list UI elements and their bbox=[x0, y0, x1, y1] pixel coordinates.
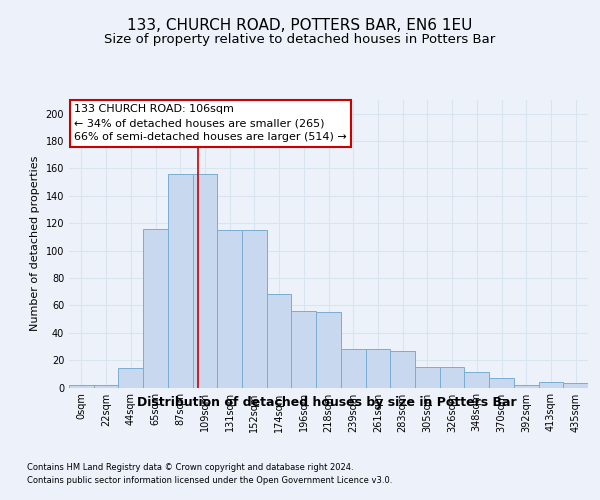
Text: Distribution of detached houses by size in Potters Bar: Distribution of detached houses by size … bbox=[137, 396, 517, 409]
Bar bbox=[242, 230, 267, 388]
Bar bbox=[143, 228, 168, 388]
Bar bbox=[292, 311, 316, 388]
Bar bbox=[440, 367, 464, 388]
Bar bbox=[341, 349, 365, 388]
Bar bbox=[563, 384, 588, 388]
Bar bbox=[365, 349, 390, 388]
Bar bbox=[168, 174, 193, 388]
Text: Contains public sector information licensed under the Open Government Licence v3: Contains public sector information licen… bbox=[27, 476, 392, 485]
Bar bbox=[69, 385, 94, 388]
Bar bbox=[193, 174, 217, 388]
Text: Contains HM Land Registry data © Crown copyright and database right 2024.: Contains HM Land Registry data © Crown c… bbox=[27, 462, 353, 471]
Bar bbox=[489, 378, 514, 388]
Bar bbox=[217, 230, 242, 388]
Bar bbox=[267, 294, 292, 388]
Text: 133 CHURCH ROAD: 106sqm
← 34% of detached houses are smaller (265)
66% of semi-d: 133 CHURCH ROAD: 106sqm ← 34% of detache… bbox=[74, 104, 347, 142]
Bar bbox=[118, 368, 143, 388]
Bar bbox=[390, 350, 415, 388]
Y-axis label: Number of detached properties: Number of detached properties bbox=[30, 156, 40, 332]
Bar bbox=[464, 372, 489, 388]
Bar bbox=[94, 385, 118, 388]
Bar bbox=[415, 367, 440, 388]
Bar bbox=[539, 382, 563, 388]
Text: Size of property relative to detached houses in Potters Bar: Size of property relative to detached ho… bbox=[104, 32, 496, 46]
Text: 133, CHURCH ROAD, POTTERS BAR, EN6 1EU: 133, CHURCH ROAD, POTTERS BAR, EN6 1EU bbox=[127, 18, 473, 32]
Bar bbox=[316, 312, 341, 388]
Bar bbox=[514, 385, 539, 388]
